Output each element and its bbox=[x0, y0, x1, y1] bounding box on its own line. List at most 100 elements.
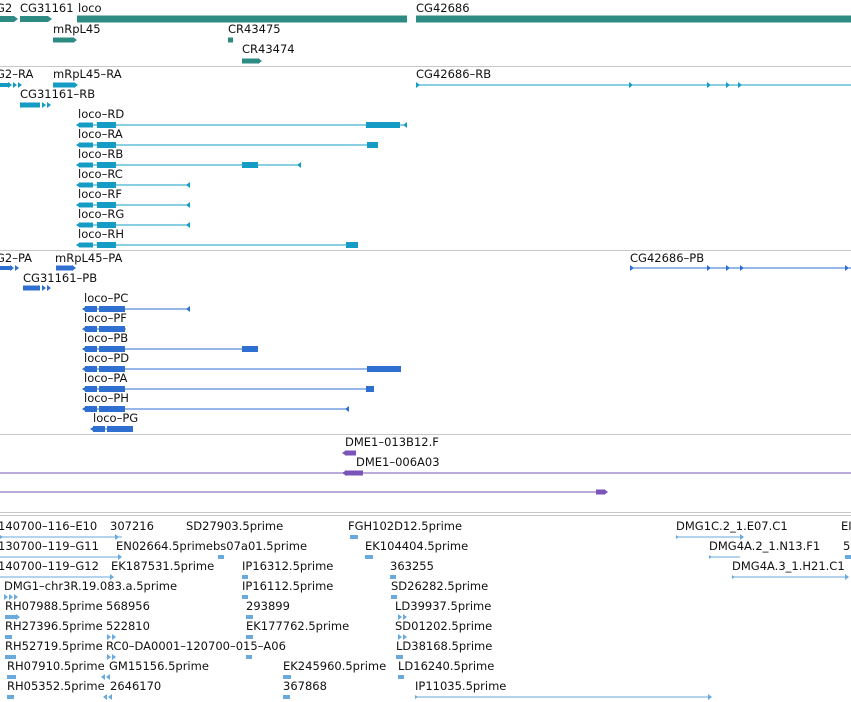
exon-block[interactable] bbox=[97, 222, 116, 228]
strand-arrow[interactable] bbox=[630, 265, 634, 271]
exon-block[interactable] bbox=[242, 58, 258, 64]
est-label[interactable]: RH05352.5prime bbox=[7, 679, 105, 693]
strand-arrow[interactable] bbox=[76, 183, 79, 187]
strand-arrow[interactable] bbox=[845, 574, 849, 580]
transcript-label[interactable]: CG31161–RB bbox=[20, 87, 96, 101]
exon-block[interactable] bbox=[79, 222, 93, 228]
est-label[interactable]: RH07988.5prime bbox=[5, 599, 103, 613]
strand-arrow[interactable] bbox=[82, 407, 85, 411]
strand-arrow[interactable] bbox=[415, 695, 418, 699]
exon-block[interactable] bbox=[97, 162, 116, 168]
exon-block[interactable] bbox=[396, 655, 403, 659]
exon-block[interactable] bbox=[99, 366, 125, 372]
exon-block[interactable] bbox=[228, 37, 233, 43]
exon-block[interactable] bbox=[85, 406, 97, 412]
strand-arrow[interactable] bbox=[9, 594, 13, 600]
gene-label[interactable]: mRpL45 bbox=[53, 22, 101, 36]
est-label[interactable]: DMG4A.3_1.H21.C1 bbox=[732, 559, 845, 573]
strand-arrow[interactable] bbox=[72, 265, 76, 271]
exon-block[interactable] bbox=[246, 635, 253, 639]
strand-arrow[interactable] bbox=[258, 58, 262, 64]
exon-block[interactable] bbox=[79, 202, 93, 208]
strand-arrow[interactable] bbox=[0, 535, 3, 539]
protein-label[interactable]: G2–PA bbox=[0, 251, 33, 265]
est-label[interactable]: RH07910.5prime bbox=[7, 659, 105, 673]
exon-block[interactable] bbox=[97, 242, 116, 248]
exon-block[interactable] bbox=[391, 595, 397, 599]
exon-block[interactable] bbox=[99, 326, 125, 332]
strand-arrow[interactable] bbox=[107, 634, 111, 640]
strand-arrow[interactable] bbox=[73, 37, 77, 43]
exon-block[interactable] bbox=[345, 470, 363, 476]
gene-label[interactable]: CR43474 bbox=[242, 42, 295, 56]
exon-block[interactable] bbox=[79, 142, 93, 148]
strand-arrow[interactable] bbox=[398, 614, 402, 620]
strand-arrow[interactable] bbox=[604, 489, 608, 495]
strand-arrow[interactable] bbox=[14, 16, 18, 22]
exon-block[interactable] bbox=[350, 535, 358, 539]
est-label[interactable]: DMG1C.2_1.E07.C1 bbox=[676, 519, 788, 533]
exon-block[interactable] bbox=[79, 242, 93, 248]
strand-arrow[interactable] bbox=[707, 265, 711, 271]
exon-block[interactable] bbox=[345, 450, 356, 456]
exon-block[interactable] bbox=[5, 655, 16, 659]
strand-arrow[interactable] bbox=[82, 367, 85, 371]
strand-arrow[interactable] bbox=[76, 123, 79, 127]
exon-block[interactable] bbox=[20, 16, 48, 22]
exon-block[interactable] bbox=[99, 406, 125, 412]
protein-label[interactable]: loco–PG bbox=[93, 411, 139, 425]
transcript-label[interactable]: loco–RA bbox=[78, 127, 123, 141]
exon-block[interactable] bbox=[93, 426, 105, 432]
exon-block[interactable] bbox=[5, 635, 12, 639]
strand-arrow[interactable] bbox=[726, 265, 730, 271]
est-label[interactable]: 568956 bbox=[106, 599, 150, 613]
exon-block[interactable] bbox=[99, 386, 125, 392]
transcript-label[interactable]: loco–RD bbox=[78, 107, 125, 121]
strand-arrow[interactable] bbox=[16, 614, 20, 620]
est-label[interactable]: SD27903.5prime bbox=[186, 519, 284, 533]
est-label[interactable]: DMG4A.2_1.N13.F1 bbox=[709, 539, 821, 553]
exon-block[interactable] bbox=[79, 162, 93, 168]
strand-arrow[interactable] bbox=[8, 82, 12, 88]
est-label[interactable]: SD01202.5prime bbox=[395, 619, 493, 633]
est-label[interactable]: 363255 bbox=[390, 559, 434, 573]
exon-block[interactable] bbox=[97, 202, 116, 208]
exon-block[interactable] bbox=[79, 182, 93, 188]
est-label[interactable]: FGH102D12.5prime bbox=[348, 519, 463, 533]
est-label[interactable]: EK187531.5prime bbox=[111, 559, 215, 573]
strand-arrow[interactable] bbox=[732, 575, 735, 579]
strand-arrow[interactable] bbox=[112, 634, 116, 640]
strand-arrow[interactable] bbox=[707, 82, 711, 88]
exon-block[interactable] bbox=[0, 266, 12, 270]
exon-block[interactable] bbox=[85, 326, 97, 332]
exon-block[interactable] bbox=[85, 306, 97, 312]
strand-arrow[interactable] bbox=[403, 634, 407, 640]
strand-arrow[interactable] bbox=[18, 82, 22, 88]
transcript-label[interactable]: mRpL45–RA bbox=[53, 67, 122, 81]
est-label[interactable]: IP16112.5prime bbox=[242, 579, 334, 593]
strand-arrow[interactable] bbox=[403, 122, 407, 128]
exon-block[interactable] bbox=[242, 575, 248, 579]
exon-block[interactable] bbox=[366, 122, 400, 128]
strand-arrow[interactable] bbox=[76, 223, 79, 227]
protein-label[interactable]: loco–PD bbox=[84, 351, 130, 365]
exon-block[interactable] bbox=[23, 285, 40, 291]
exon-block[interactable] bbox=[596, 489, 604, 495]
est-label[interactable]: IP16312.5prime bbox=[242, 559, 334, 573]
est-label[interactable]: 307216 bbox=[110, 519, 154, 533]
strand-arrow[interactable] bbox=[47, 102, 51, 108]
est-label[interactable]: GM15156.5prime bbox=[109, 659, 209, 673]
strand-arrow[interactable] bbox=[845, 265, 849, 271]
est-label[interactable]: 2646170 bbox=[110, 679, 162, 693]
strand-arrow[interactable] bbox=[82, 347, 85, 351]
est-label[interactable]: 367868 bbox=[283, 679, 327, 693]
strand-arrow[interactable] bbox=[726, 82, 730, 88]
transcript-label[interactable]: loco–RB bbox=[78, 147, 124, 161]
exon-block[interactable] bbox=[107, 426, 133, 432]
strand-arrow[interactable] bbox=[186, 306, 190, 312]
est-label[interactable]: 140700–116–E10 bbox=[0, 519, 98, 533]
strand-arrow[interactable] bbox=[82, 307, 85, 311]
strand-arrow[interactable] bbox=[709, 555, 712, 559]
strand-arrow[interactable] bbox=[297, 162, 301, 168]
strand-arrow[interactable] bbox=[76, 243, 79, 247]
